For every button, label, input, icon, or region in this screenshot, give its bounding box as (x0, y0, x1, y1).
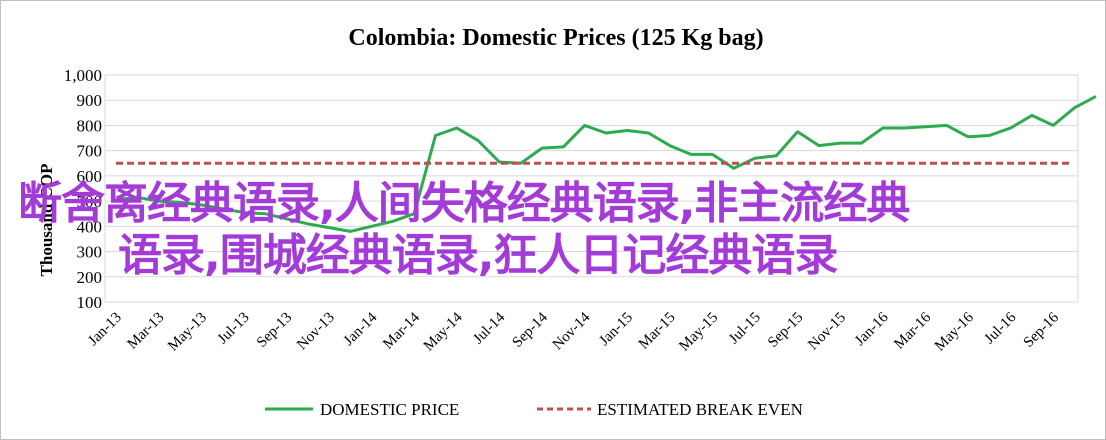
x-tick-label: Nov-14 (550, 309, 594, 353)
x-tick-label: Sep-16 (1021, 309, 1063, 351)
y-tick-label: 600 (77, 167, 103, 186)
y-tick-label: 200 (77, 268, 103, 287)
x-tick-label: Jul-14 (470, 309, 508, 347)
y-tick-label: 1,000 (64, 66, 102, 85)
plot-area (104, 74, 1079, 303)
x-tick-label: Nov-13 (294, 310, 338, 354)
x-tick-label: May-13 (165, 310, 210, 355)
x-tick-label: Jan-15 (596, 310, 636, 350)
legend-label-break-even: ESTIMATED BREAK EVEN (597, 400, 803, 419)
chart-title: Colombia: Domestic Prices (125 Kg bag) (348, 25, 763, 51)
x-tick-label: Sep-13 (254, 310, 295, 351)
y-tick-label: 100 (77, 293, 103, 312)
legend: DOMESTIC PRICE ESTIMATED BREAK EVEN (265, 400, 803, 419)
x-tick-label: Jul-15 (726, 310, 764, 348)
watermark-line-1: 断舍离经典语录,人间失格经典语录,非主流经典 (18, 178, 910, 229)
series-group (115, 95, 1097, 233)
watermark-line-2: 语录,围城经典语录,狂人日记经典语录 (118, 230, 838, 281)
gridlines (104, 74, 1079, 303)
x-tick-label: Jul-16 (982, 309, 1020, 347)
y-tick-label: 800 (77, 116, 103, 135)
watermark-overlay-text: 断舍离经典语录,人间失格经典语录,非主流经典 语录,围城经典语录,狂人日记经典语… (18, 178, 1058, 282)
x-tick-label: Mar-16 (891, 309, 934, 352)
x-tick-label: May-14 (421, 309, 466, 354)
y-tick-label: 700 (77, 142, 103, 161)
y-tick-label: 400 (77, 217, 103, 236)
x-tick-label: Sep-15 (765, 310, 806, 351)
x-tick-label: Mar-14 (380, 309, 423, 352)
y-axis-ticks: 100 200 300 400 500 600 700 800 900 1,000 (64, 66, 102, 312)
y-tick-label: 900 (77, 91, 103, 110)
y-axis-label: Thousand COP (37, 164, 56, 277)
x-tick-label: Jul-13 (215, 310, 253, 348)
x-tick-label: Jan-16 (852, 309, 892, 349)
x-tick-label: Mar-13 (125, 310, 168, 353)
x-tick-label: Nov-15 (805, 310, 849, 354)
x-tick-label: May-16 (932, 309, 977, 354)
legend-label-domestic-price: DOMESTIC PRICE (320, 400, 459, 419)
x-tick-label: Jan-14 (341, 309, 381, 349)
x-tick-label: Jan-13 (85, 310, 125, 350)
x-tick-label: Sep-14 (509, 309, 551, 351)
series-line-domestic-price (115, 95, 1097, 233)
y-tick-label: 300 (77, 243, 103, 262)
x-tick-label: May-15 (676, 310, 721, 355)
x-tick-label: Mar-15 (636, 310, 679, 353)
y-tick-label: 500 (77, 192, 103, 211)
